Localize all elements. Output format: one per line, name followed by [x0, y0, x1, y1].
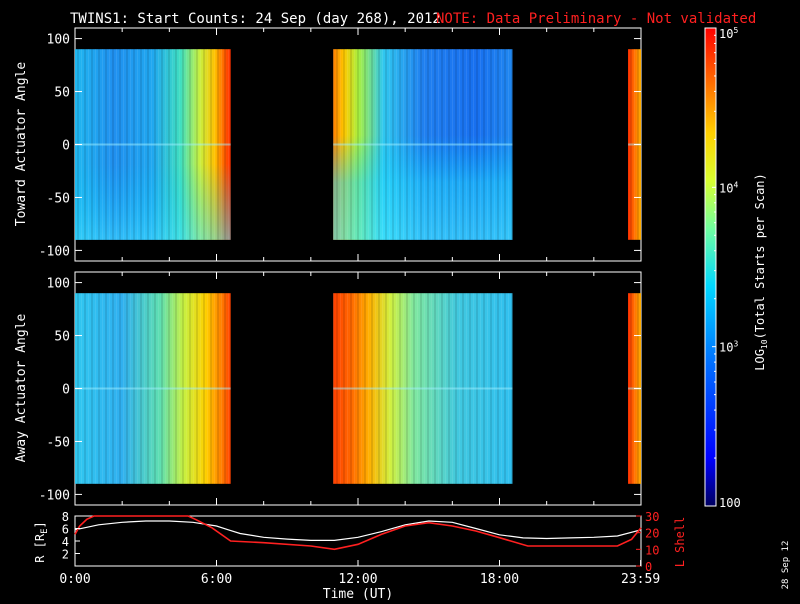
away-panel: 100 50 0 -50 -100 Away Actuator Angle — [14, 271, 642, 506]
colorbar-label: LOG10(Total Starts per Scan) — [753, 173, 769, 371]
lshell-ylabel: L Shell — [673, 517, 687, 568]
away-ytick-label: -100 — [39, 488, 70, 503]
time-xtick-label: 6:00 — [201, 572, 232, 587]
colorbar-tick-exponent: 3 — [733, 340, 738, 349]
time-xtick-label: 12:00 — [338, 572, 377, 587]
colorbar-tick-base: 100 — [719, 496, 741, 510]
data-note: NOTE: Data Preliminary - Not validated — [436, 11, 756, 27]
orbit-panel-frame — [74, 515, 642, 567]
toward-ylabel: Toward Actuator Angle — [14, 62, 29, 227]
away-ytick-label: 100 — [47, 277, 70, 292]
lshell-ytick-label: 20 — [645, 527, 659, 541]
toward-panel: 100 50 0 -50 -100 Toward Actuator Angle — [14, 27, 642, 262]
toward-ytick-label: -100 — [39, 244, 70, 259]
radius-ytick-label: 6 — [62, 523, 69, 537]
radius-ylabel: R [RE] — [33, 521, 50, 563]
radius-series-line — [74, 520, 642, 542]
colorbar-tick-base: 10 — [719, 181, 733, 195]
colorbar-tick-base: 10 — [719, 341, 733, 355]
colorbar-tick-label: 103 — [719, 340, 738, 355]
lshell-ytick-label: 10 — [645, 543, 659, 557]
colorbar-tick-base: 10 — [719, 27, 733, 41]
away-ytick-label: 50 — [54, 330, 70, 345]
time-xtick-label: 18:00 — [480, 572, 519, 587]
lshell-series-line — [74, 515, 642, 551]
toward-ytick-label: -50 — [47, 191, 70, 206]
time-xtick-label: 23:59 — [621, 572, 660, 587]
colorbar-tick-exponent: 4 — [733, 180, 738, 189]
toward-ytick-label: 0 — [62, 139, 70, 154]
radius-ytick-label: 4 — [62, 535, 69, 549]
away-ytick-label: 0 — [62, 383, 70, 398]
away-ylabel: Away Actuator Angle — [14, 313, 29, 462]
time-xtick-label: 0:00 — [59, 572, 90, 587]
toward-ytick-label: 100 — [47, 33, 70, 48]
colorbar-tick-label: 100 — [719, 496, 741, 510]
radius-ytick-label: 2 — [62, 548, 69, 562]
colorbar-tick-exponent: 5 — [733, 26, 738, 35]
lshell-ytick-label: 0 — [645, 560, 652, 574]
date-stamp: 28 Sep 12 — [781, 541, 791, 590]
time-xlabel: Time (UT) — [323, 587, 393, 600]
colorbar-tick-label: 105 — [719, 26, 738, 41]
lshell-ytick-label: 30 — [645, 510, 659, 524]
radius-ytick-label: 8 — [62, 510, 69, 524]
toward-ytick-label: 50 — [54, 86, 70, 101]
colorbar-tick-label: 104 — [719, 180, 738, 195]
chart-title: TWINS1: Start Counts: 24 Sep (day 268), … — [70, 11, 441, 27]
colorbar-gradient — [704, 27, 717, 507]
away-ytick-label: -50 — [47, 435, 70, 450]
